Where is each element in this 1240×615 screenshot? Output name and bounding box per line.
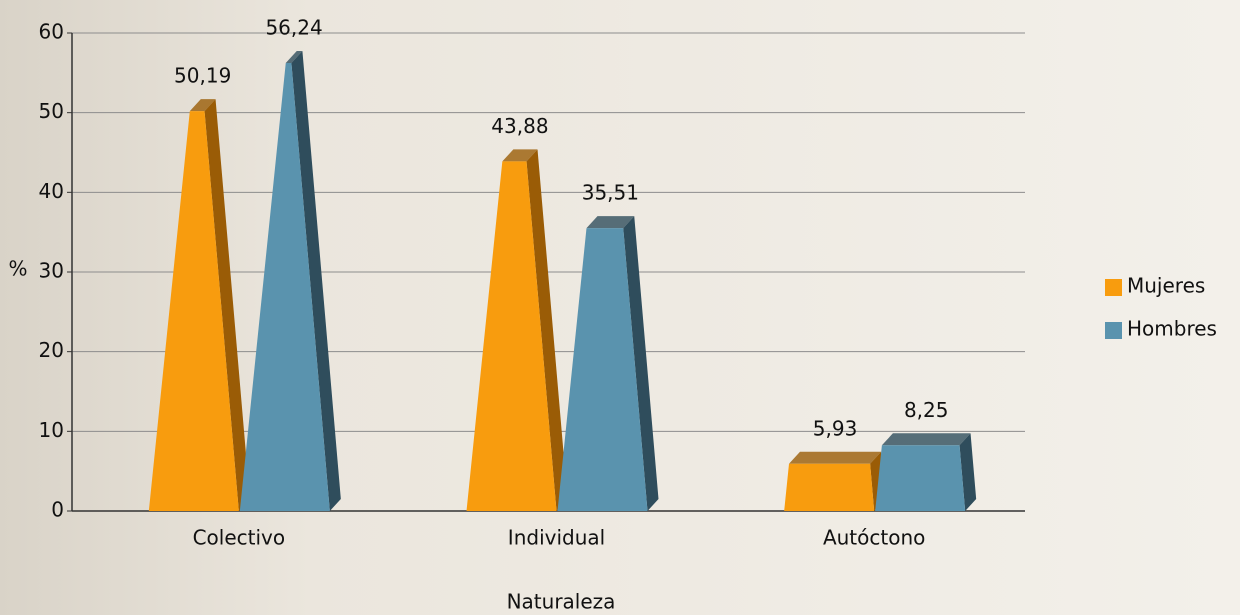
bar <box>784 463 875 511</box>
bar-top <box>881 433 971 446</box>
y-tick-label: 30 <box>39 259 64 283</box>
value-label: 56,24 <box>265 15 322 39</box>
legend-swatch <box>1105 279 1122 296</box>
legend-swatch <box>1105 322 1122 339</box>
y-tick-label: 60 <box>39 20 64 44</box>
bar-side <box>959 433 977 511</box>
bar-top <box>285 50 303 63</box>
value-label: 50,19 <box>174 64 231 88</box>
value-label: 35,51 <box>582 181 639 205</box>
bar-top <box>189 99 216 112</box>
bar-side <box>623 216 659 511</box>
bar <box>466 161 557 511</box>
bar-side <box>526 149 568 511</box>
bar-top <box>502 149 538 162</box>
bar-top <box>789 451 882 464</box>
x-tick-label: Colectivo <box>193 526 286 550</box>
y-tick-label: 50 <box>39 99 64 123</box>
bar <box>239 62 330 512</box>
y-tick-label: 20 <box>39 338 64 362</box>
bar-top <box>586 216 635 229</box>
bar-side <box>204 99 250 511</box>
bar-side <box>291 50 341 512</box>
bar <box>875 445 966 511</box>
value-label: 8,25 <box>904 398 949 422</box>
y-tick-label: 10 <box>39 418 64 442</box>
bar <box>557 228 648 511</box>
value-label: 43,88 <box>491 114 548 138</box>
value-label: 5,93 <box>813 416 858 440</box>
x-tick-label: Individual <box>508 526 605 550</box>
y-tick-label: 0 <box>51 498 64 522</box>
y-tick-label: 40 <box>39 179 64 203</box>
bar <box>148 111 239 511</box>
y-axis-label: % <box>8 257 27 281</box>
x-tick-label: Autóctono <box>823 526 925 550</box>
legend-label: Hombres <box>1127 317 1217 341</box>
x-axis-label: Naturaleza <box>507 590 616 614</box>
legend-label: Mujeres <box>1127 274 1205 298</box>
